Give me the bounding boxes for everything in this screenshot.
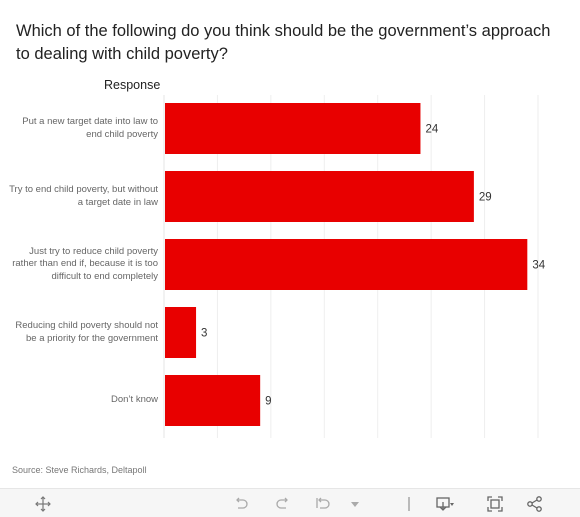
fullscreen-icon[interactable] xyxy=(484,494,506,514)
chart-title: Which of the following do you think shou… xyxy=(16,22,551,63)
category-label: Try to end child poverty, but without a … xyxy=(9,184,158,208)
category-label: Put a new target date into law to end ch… xyxy=(22,116,158,140)
category-label: Reducing child poverty should not be a p… xyxy=(15,320,158,344)
column-header: Response xyxy=(104,78,161,92)
bar[interactable] xyxy=(165,307,197,358)
data-label: 34 xyxy=(532,260,545,272)
bar[interactable] xyxy=(165,375,261,426)
undo-icon[interactable] xyxy=(230,494,252,514)
download-icon[interactable] xyxy=(434,494,456,514)
revert-icon[interactable] xyxy=(312,494,334,514)
share-icon[interactable] xyxy=(524,494,546,514)
data-label: 3 xyxy=(201,328,207,340)
source-note: Source: Steve Richards, Deltapoll xyxy=(12,465,147,475)
move-icon[interactable] xyxy=(32,494,54,514)
redo-icon[interactable] xyxy=(272,494,294,514)
bar[interactable] xyxy=(165,239,528,290)
data-label: 29 xyxy=(479,192,492,204)
pause-icon[interactable] xyxy=(398,494,420,514)
bar[interactable] xyxy=(165,171,474,222)
category-label: Don’t know xyxy=(111,394,158,405)
revert-dropdown-icon[interactable] xyxy=(344,494,366,514)
viz-toolbar xyxy=(0,488,580,517)
data-label: 24 xyxy=(425,124,438,136)
data-label: 9 xyxy=(265,396,271,408)
category-label: Just try to reduce child poverty rather … xyxy=(12,245,158,282)
bar[interactable] xyxy=(165,103,421,154)
